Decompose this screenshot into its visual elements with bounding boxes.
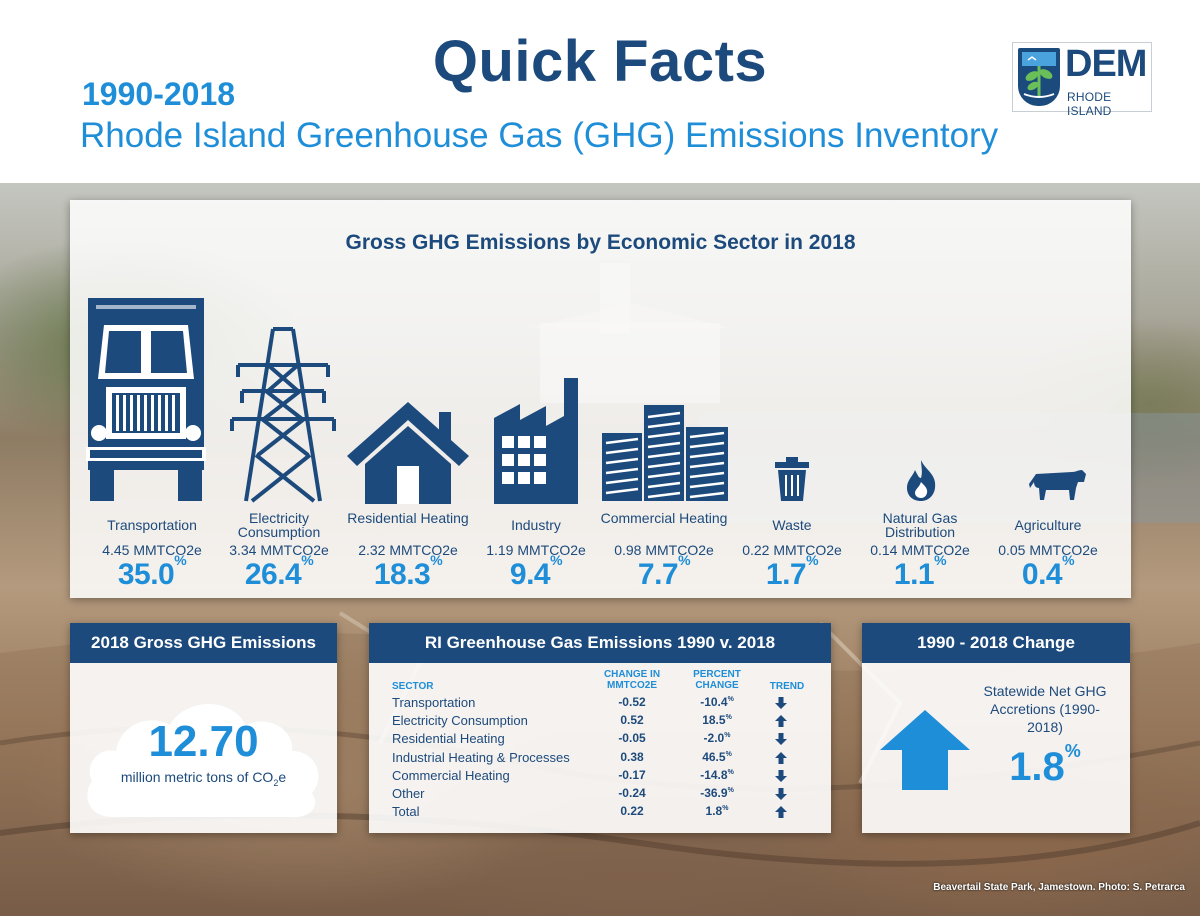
- cow-icon: [1029, 470, 1086, 500]
- sector-value: 2.32 MMTCO2e: [358, 542, 458, 558]
- column-header-change: CHANGE IN MMTCO2E: [603, 669, 661, 691]
- row-percent: -2.0%: [703, 731, 731, 746]
- sectors-panel: Gross GHG Emissions by Economic Sector i…: [70, 200, 1131, 598]
- sector-value: 0.22 MMTCO2e: [742, 542, 842, 558]
- row-sector: Total: [392, 804, 420, 820]
- change-value: 1.8%: [1009, 741, 1081, 789]
- row-sector: Residential Heating: [392, 731, 505, 747]
- page-title: Quick Facts: [432, 29, 768, 94]
- trash-can-icon: [775, 457, 809, 501]
- sector-percent: 9.4%: [509, 552, 563, 591]
- sector-label: Commercial Heating: [600, 510, 728, 526]
- gross-emissions-value: 12.70: [148, 717, 259, 766]
- change-title: 1990 - 2018 Change: [862, 623, 1130, 663]
- sector-value: 0.98 MMTCO2e: [614, 542, 714, 558]
- trend-down-arrow-icon: [775, 769, 787, 782]
- trend-up-arrow-icon: [775, 751, 787, 764]
- dem-logo: DEM RHODE ISLAND: [1012, 42, 1152, 118]
- row-sector: Electricity Consumption: [392, 713, 528, 729]
- row-change: -0.24: [618, 786, 646, 800]
- cloud-icon: [87, 703, 319, 818]
- trend-down-arrow-icon: [775, 697, 787, 709]
- table-row: Industrial Heating & Processes 0.38 46.5%: [392, 750, 812, 768]
- row-change: -0.05: [618, 731, 646, 746]
- table-row: Electricity Consumption 0.52 18.5%: [392, 713, 812, 731]
- table-title: RI Greenhouse Gas Emissions 1990 v. 2018: [369, 623, 831, 663]
- row-sector: Commercial Heating: [392, 767, 510, 783]
- logo-subtext: RHODE ISLAND: [1067, 90, 1112, 118]
- power-tower-icon: [230, 327, 336, 503]
- row-percent: 46.5%: [702, 749, 732, 764]
- row-percent: -14.8%: [700, 767, 734, 782]
- house-icon: [347, 402, 469, 504]
- gross-emissions-unit: million metric tons of CO2e: [120, 769, 287, 788]
- sector-percent: 26.4%: [244, 552, 314, 591]
- sector-label: Waste: [772, 517, 812, 533]
- page-subtitle: Rhode Island Greenhouse Gas (GHG) Emissi…: [80, 116, 999, 155]
- photo-credit: Beavertail State Park, Jamestown. Photo:…: [933, 882, 1185, 893]
- row-change: -0.17: [618, 767, 646, 782]
- row-change: 0.52: [620, 713, 644, 728]
- emissions-change-table-panel: RI Greenhouse Gas Emissions 1990 v. 2018…: [369, 623, 831, 833]
- column-header-percent: PERCENT CHANGE: [693, 669, 741, 691]
- logo-text: DEM: [1065, 43, 1147, 85]
- trend-down-arrow-icon: [775, 788, 787, 800]
- sector-percent: 35.0%: [117, 552, 187, 591]
- sector-percent: 0.4%: [1021, 552, 1075, 591]
- row-sector: Industrial Heating & Processes: [392, 749, 570, 765]
- sector-percent: 1.7%: [765, 552, 819, 591]
- table-row: Total 0.22 1.8%: [392, 804, 812, 822]
- sector-value: 0.14 MMTCO2e: [870, 542, 970, 558]
- row-change: 0.38: [620, 749, 644, 764]
- trend-up-arrow-icon: [775, 806, 787, 819]
- gross-emissions-panel: 2018 Gross GHG Emissions 12.70 million m…: [70, 623, 337, 833]
- gross-emissions-title: 2018 Gross GHG Emissions: [70, 623, 337, 663]
- row-sector: Other: [392, 786, 425, 801]
- table-row: Other -0.24 -36.9%: [392, 786, 812, 804]
- factory-icon: [494, 378, 578, 504]
- row-change: -0.52: [618, 695, 646, 709]
- sector-label: Industry: [511, 517, 561, 533]
- sector-percent: 18.3%: [373, 552, 443, 591]
- row-sector: Transportation: [392, 695, 476, 710]
- sector-label: Agriculture: [1014, 517, 1082, 533]
- column-header-sector: SECTOR: [392, 681, 434, 692]
- column-header-trend: TREND: [769, 681, 805, 692]
- row-percent: -36.9%: [700, 786, 734, 800]
- flame-icon: [907, 460, 936, 501]
- table-row: Commercial Heating -0.17 -14.8%: [392, 768, 812, 786]
- trend-down-arrow-icon: [775, 733, 787, 746]
- dem-emblem-icon: [1018, 48, 1060, 106]
- sectors-chart-title: Gross GHG Emissions by Economic Sector i…: [345, 231, 856, 254]
- sector-value: 1.19 MMTCO2e: [486, 542, 586, 558]
- sector-value: 3.34 MMTCO2e: [229, 542, 329, 558]
- sector-label: Electricity Consumption: [237, 510, 321, 540]
- row-percent: -10.4%: [700, 695, 734, 709]
- table-row: Transportation -0.52 -10.4%: [392, 695, 812, 713]
- office-buildings-icon: [602, 405, 728, 501]
- sector-percent: 7.7%: [637, 552, 691, 591]
- sector-label: Transportation: [107, 517, 197, 533]
- sector-value: 0.05 MMTCO2e: [998, 542, 1098, 558]
- change-label: Statewide Net GHG Accretions (1990-2018): [983, 683, 1107, 735]
- sector-value: 4.45 MMTCO2e: [102, 542, 202, 558]
- table-row: Residential Heating -0.05 -2.0%: [392, 731, 812, 749]
- row-percent: 1.8%: [705, 804, 729, 819]
- row-percent: 18.5%: [702, 713, 732, 728]
- row-change: 0.22: [620, 804, 644, 819]
- header: Quick Facts 1990-2018 Rhode Island Green…: [0, 0, 1200, 183]
- sector-label: Natural Gas Distribution: [882, 510, 958, 540]
- sector-label: Residential Heating: [347, 510, 469, 526]
- sector-percent: 1.1%: [893, 552, 947, 591]
- truck-icon: [86, 298, 206, 501]
- change-panel: 1990 - 2018 Change Statewide Net GHG Acc…: [862, 623, 1130, 833]
- up-arrow-icon: [880, 710, 970, 790]
- year-range: 1990-2018: [82, 76, 236, 112]
- trend-up-arrow-icon: [775, 715, 787, 728]
